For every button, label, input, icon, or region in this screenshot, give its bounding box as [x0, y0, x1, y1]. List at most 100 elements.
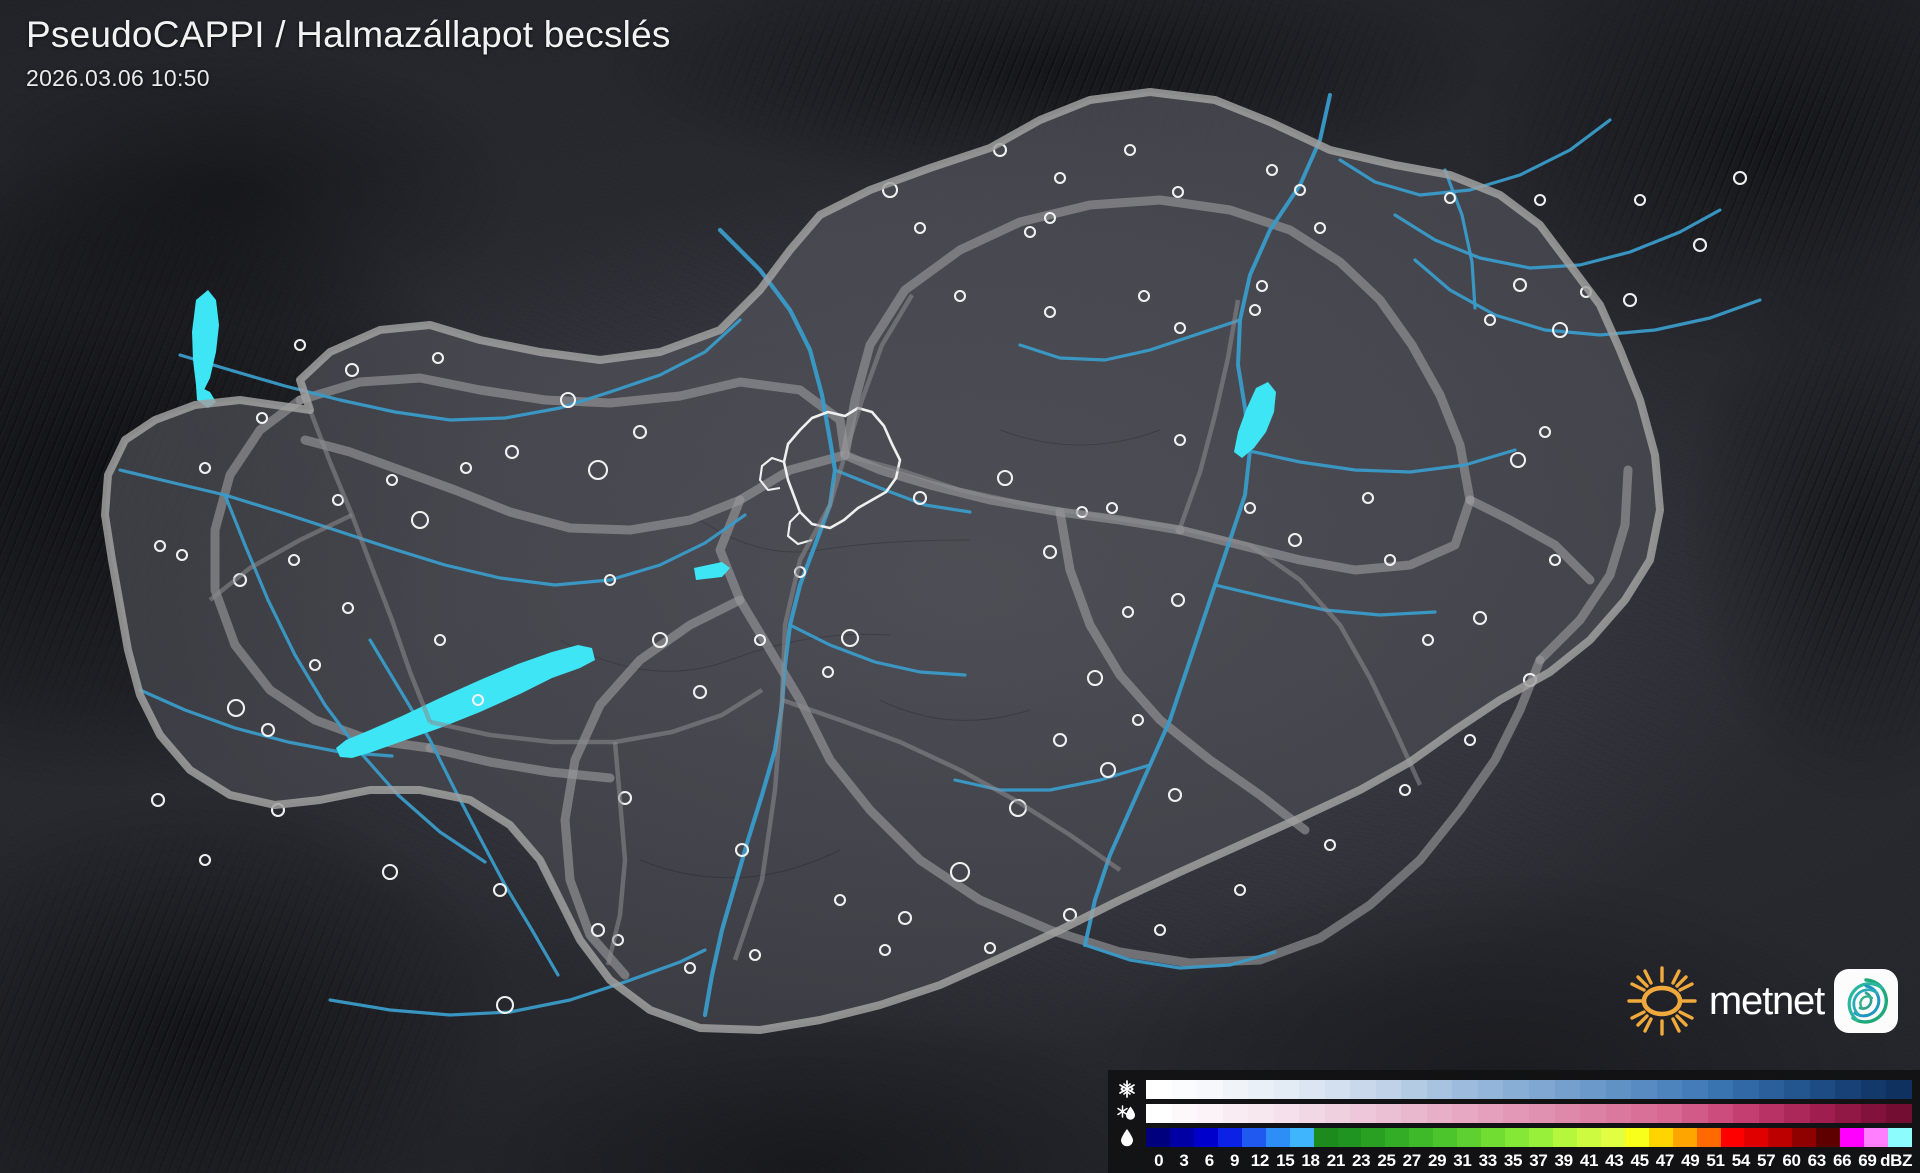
page-title: PseudoCAPPI / Halmazállapot becslés — [26, 14, 671, 55]
legend-swatch — [1241, 1127, 1266, 1147]
lakes — [192, 290, 1276, 758]
legend-swatch — [1169, 1127, 1194, 1147]
legend-swatch — [1248, 1079, 1274, 1099]
legend-tick: 33 — [1478, 1151, 1498, 1170]
legend-swatch — [1146, 1079, 1172, 1099]
legend-tick: 47 — [1655, 1151, 1675, 1170]
county-borders — [208, 293, 1423, 966]
legend-tick: 12 — [1250, 1151, 1270, 1170]
legend-swatch — [1768, 1127, 1793, 1147]
legend-tick: 63 — [1807, 1151, 1827, 1170]
legend-swatch — [1193, 1127, 1218, 1147]
lake-velencei — [694, 562, 730, 580]
legend-swatch — [1672, 1127, 1697, 1147]
metnet-logo[interactable]: metnet — [1625, 964, 1898, 1038]
legend-tick: 0 — [1154, 1151, 1164, 1170]
legend-swatch — [1528, 1103, 1555, 1123]
legend-tick: 25 — [1377, 1151, 1396, 1170]
city-budapest — [782, 406, 902, 530]
legend-swatch — [1816, 1127, 1841, 1147]
map-header: PseudoCAPPI / Halmazállapot becslés 2026… — [26, 14, 671, 92]
legend-tick: 6 — [1204, 1151, 1214, 1170]
legend-swatch — [1146, 1103, 1172, 1123]
legend-swatch — [1248, 1103, 1274, 1123]
legend-swatch — [1265, 1127, 1290, 1147]
legend-swatch — [1707, 1079, 1734, 1099]
legend-swatch — [1707, 1103, 1734, 1123]
metnet-app-badge[interactable] — [1834, 969, 1898, 1033]
legend-swatch — [1864, 1127, 1889, 1147]
legend-swatch — [1744, 1127, 1769, 1147]
legend-swatch — [1452, 1079, 1478, 1099]
legend-swatch — [1656, 1103, 1683, 1123]
timestamp-label: 2026.03.06 10:50 — [26, 65, 210, 91]
legend-swatch — [1361, 1127, 1386, 1147]
legend-swatch — [1886, 1079, 1912, 1099]
legend-swatch — [1146, 1127, 1170, 1147]
sleet-color-scale — [1146, 1103, 1912, 1123]
legend-tick: 15 — [1276, 1151, 1295, 1170]
legend-swatch — [1375, 1079, 1402, 1099]
legend-swatch — [1600, 1127, 1625, 1147]
legend-swatch — [1784, 1079, 1810, 1099]
legend-swatch — [1273, 1103, 1300, 1123]
legend-tick: 29 — [1427, 1151, 1447, 1170]
legend-swatch — [1605, 1103, 1632, 1123]
legend-tick: 3 — [1179, 1151, 1189, 1170]
legend-swatch — [1222, 1079, 1249, 1099]
legend-swatch — [1580, 1103, 1606, 1123]
legend-swatch — [1273, 1079, 1300, 1099]
legend-swatch — [1477, 1103, 1504, 1123]
legend-swatch — [1888, 1127, 1912, 1147]
legend-tick: dBZ — [1880, 1151, 1913, 1170]
legend-swatch — [1375, 1103, 1402, 1123]
legend-swatch — [1529, 1127, 1553, 1147]
legend-swatch — [1171, 1103, 1198, 1123]
legend-swatch — [1605, 1079, 1632, 1099]
settlement-outlines — [150, 142, 1748, 1015]
legend-swatch — [1481, 1127, 1506, 1147]
legend-tick: 39 — [1554, 1151, 1574, 1170]
legend-swatch — [1433, 1127, 1458, 1147]
legend-swatch — [1554, 1103, 1581, 1123]
legend-swatch — [1631, 1103, 1657, 1123]
legend-swatch — [1696, 1127, 1721, 1147]
country-border-hungary — [101, 88, 1664, 1034]
legend-swatch — [1860, 1079, 1887, 1099]
legend-swatch — [1656, 1079, 1683, 1099]
legend-swatch — [1809, 1103, 1836, 1123]
legend-tick: 27 — [1402, 1151, 1422, 1170]
legend-swatch — [1784, 1103, 1810, 1123]
legend-swatch — [1171, 1079, 1198, 1099]
legend-swatch — [1477, 1079, 1504, 1099]
legend-swatch — [1324, 1079, 1351, 1099]
legend-tick: 18 — [1301, 1151, 1320, 1170]
legend-tick: 23 — [1352, 1151, 1371, 1170]
legend-swatch — [1385, 1127, 1410, 1147]
legend-swatch — [1809, 1079, 1836, 1099]
sleet-icon — [1108, 1103, 1146, 1123]
legend-swatch — [1299, 1103, 1325, 1123]
logo-wordmark: metnet — [1708, 978, 1825, 1023]
snow-color-scale — [1146, 1079, 1912, 1099]
legend-tick: 41 — [1579, 1151, 1599, 1170]
legend-swatch — [1217, 1127, 1242, 1147]
legend-swatch — [1452, 1103, 1478, 1123]
legend-swatch — [1835, 1079, 1861, 1099]
lake-tisza — [1234, 382, 1276, 458]
sun-icon — [1627, 966, 1697, 1036]
legend-swatch — [1835, 1103, 1861, 1123]
legend-swatch — [1337, 1127, 1362, 1147]
legend-swatch — [1733, 1079, 1759, 1099]
legend-row-sleet — [1108, 1103, 1920, 1123]
legend-swatch — [1401, 1079, 1427, 1099]
rain-color-scale — [1146, 1127, 1912, 1147]
legend-swatch — [1350, 1103, 1376, 1123]
legend-swatch — [1503, 1103, 1529, 1123]
legend-swatch — [1299, 1079, 1325, 1099]
legend-swatch — [1426, 1103, 1453, 1123]
legend-tick-labels: 0 3 6 9 12 15 18 21 23 25 27 29 31 33 35 37 39 41 43 45 47 49… — [1146, 1151, 1912, 1171]
legend-swatch — [1792, 1127, 1817, 1147]
